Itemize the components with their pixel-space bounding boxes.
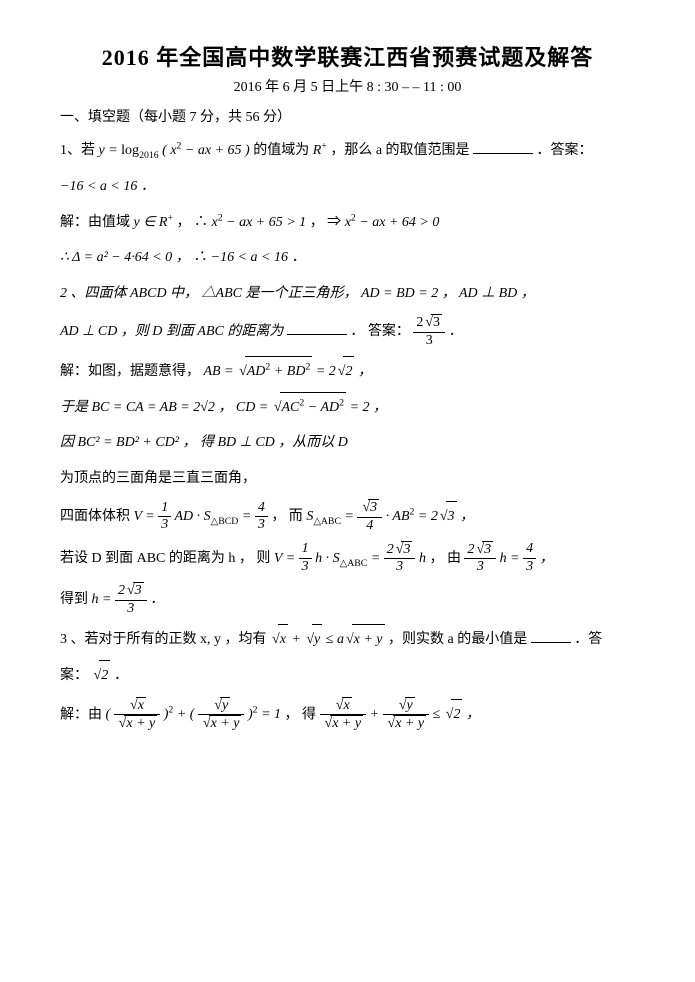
math-frac: 233: [413, 314, 445, 350]
solution-2-line-2: 于是 BC = CA = AB = 2√2 ， CD = AC2 − AD2 =…: [60, 392, 635, 422]
math-expr: 233 h = 43 ，: [464, 551, 553, 566]
text: 案：: [60, 668, 92, 683]
text: ．答案：: [537, 143, 593, 158]
document-page: 2016 年全国高中数学联赛江西省预赛试题及解答 2016 年 6 月 5 日上…: [0, 0, 695, 982]
math-expr: x + y ≤ ax + y: [270, 632, 385, 647]
problem-1-line-1: 1、若 y = log2016 ( x2 − ax + 65 ) 的值域为 R+…: [60, 136, 635, 166]
fill-blank: [473, 139, 533, 154]
text: 1、若: [60, 143, 99, 158]
math-expr: x2 − ax + 65 > 1: [212, 215, 307, 230]
text: ，那么 a 的取值范围是: [330, 143, 469, 158]
page-subtitle: 2016 年 6 月 5 日上午 8 : 30 – – 11 : 00: [60, 76, 635, 96]
text: ，则实数 a 的最小值是: [388, 632, 527, 647]
text: 3 、若对于所有的正数 x, y ，均有: [60, 632, 270, 647]
text: 的值域为: [253, 143, 313, 158]
text: ， 得: [285, 707, 320, 722]
text: ．: [445, 324, 463, 339]
solution-1-line-1: 解：由值域 y ∈ R+ ， ∴ x2 − ax + 65 > 1 ， ⇒ x2…: [60, 208, 635, 237]
math-expr: V = 13 AD · S△BCD = 43: [134, 509, 268, 524]
math-expr: S△ABC = 34 · AB2 = 23 ，: [306, 509, 474, 524]
text: 解：如图，据题意得，: [60, 364, 204, 379]
text: 得到: [60, 592, 92, 607]
math-expr: y = log2016 ( x2 − ax + 65 ): [99, 143, 250, 158]
problem-1-answer: −16 < a < 16 ．: [60, 172, 635, 201]
solution-2-line-7: 得到 h = 233 ．: [60, 582, 635, 618]
math-expr: xx + y + yx + y ≤ 2 ，: [320, 707, 480, 722]
math-expr: 因 BC² = BD² + CD² ， 得 BD ⊥ CD ，从而以 D: [60, 435, 348, 450]
math-expr: AC2 − AD2 = 2 ，: [272, 400, 387, 415]
text: 解：由值域: [60, 215, 134, 230]
text: 解：由: [60, 707, 102, 722]
math-expr: R+: [313, 143, 327, 158]
math-expr: −16 < a < 16 ．: [60, 179, 155, 194]
solution-2-line-3: 因 BC² = BD² + CD² ， 得 BD ⊥ CD ，从而以 D: [60, 428, 635, 457]
text: 若设 D 到面 ABC 的距离为 h ， 则: [60, 551, 274, 566]
problem-3-answer: 案： 2 ．: [60, 660, 635, 690]
problem-2-line-2: AD ⊥ CD ，则 D 到面 ABC 的距离为 ． 答案： 233 ．: [60, 314, 635, 350]
page-title: 2016 年全国高中数学联赛江西省预赛试题及解答: [60, 40, 635, 72]
math-expr: ∴ Δ = a² − 4·64 < 0 ， ∴ −16 < a < 16 ．: [60, 250, 306, 265]
solution-3-line-1: 解：由 ( xx + y )2 + ( yx + y )2 = 1 ， 得 xx…: [60, 697, 635, 734]
fill-blank: [531, 628, 571, 643]
solution-2-line-6: 若设 D 到面 ABC 的距离为 h ， 则 V = 13 h · S△ABC …: [60, 541, 635, 577]
math-expr: 于是 BC = CA = AB = 2√2 ， CD =: [60, 400, 272, 415]
text: ， 由: [429, 551, 464, 566]
text: 四面体体积: [60, 509, 134, 524]
text: ．答: [574, 632, 602, 647]
math-expr: ( xx + y )2 + ( yx + y )2 = 1: [106, 707, 285, 722]
text: ， ∴: [177, 215, 212, 230]
text: ， ⇒: [310, 215, 345, 230]
math-expr: AD ⊥ CD ，则 D 到面 ABC 的距离为: [60, 324, 283, 339]
solution-2-line-5: 四面体体积 V = 13 AD · S△BCD = 43 ， 而 S△ABC =…: [60, 499, 635, 535]
math-expr: x2 − ax + 64 > 0: [345, 215, 440, 230]
solution-2-line-1: 解：如图，据题意得， AB = AD2 + BD2 = 22 ，: [60, 356, 635, 386]
fill-blank: [287, 320, 347, 335]
section-heading: 一、填空题（每小题 7 分，共 56 分）: [60, 106, 635, 126]
math-expr: 2 、四面体 ABCD 中， △ABC 是一个正三角形， AD = BD = 2…: [60, 286, 535, 301]
math-expr: V = 13 h · S△ABC = 233 h: [274, 551, 426, 566]
math-expr: AB = AD2 + BD2 = 22 ，: [204, 364, 372, 379]
solution-1-line-2: ∴ Δ = a² − 4·64 < 0 ， ∴ −16 < a < 16 ．: [60, 243, 635, 272]
math-expr: y ∈ R+: [134, 215, 174, 230]
math-expr: h = 233 ．: [92, 592, 165, 607]
text: ， 而: [271, 509, 306, 524]
solution-2-line-4: 为顶点的三面角是三直三面角，: [60, 464, 635, 493]
problem-2-line-1: 2 、四面体 ABCD 中， △ABC 是一个正三角形， AD = BD = 2…: [60, 279, 635, 308]
problem-3-line-1: 3 、若对于所有的正数 x, y ，均有 x + y ≤ ax + y ，则实数…: [60, 624, 635, 654]
text: ． 答案：: [350, 324, 413, 339]
math-expr: 2 ．: [92, 668, 128, 683]
text: 为顶点的三面角是三直三面角，: [60, 471, 256, 486]
